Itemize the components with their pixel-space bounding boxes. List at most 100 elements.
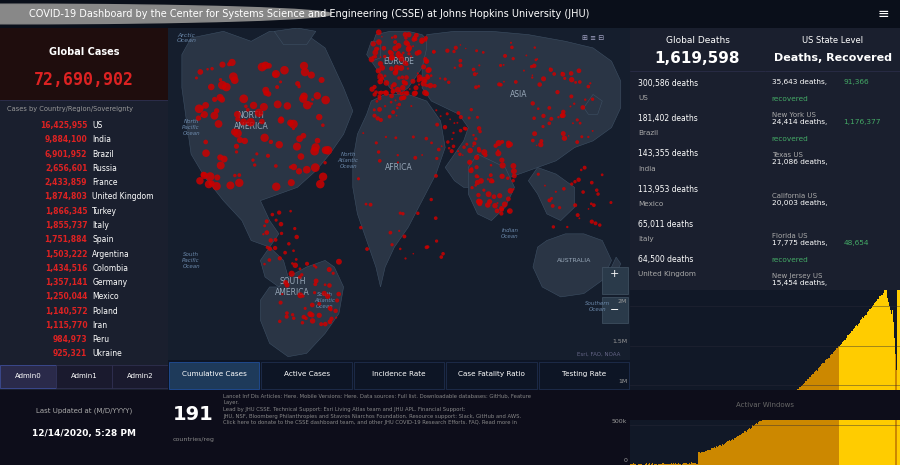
Bar [806,381,807,465]
Point [526,100,540,107]
Point [388,66,402,73]
Bar [726,442,727,465]
Point [400,40,415,48]
Point [412,73,427,81]
Point [400,60,414,68]
Bar [768,416,769,465]
Point [453,151,467,158]
Point [252,109,266,117]
Point [373,73,387,80]
Text: France: France [638,307,662,313]
Point [237,118,251,126]
Point [275,291,290,298]
Bar [827,359,828,465]
Point [544,115,559,123]
Point [207,112,221,120]
Point [398,60,412,67]
Point [450,119,464,126]
Point [237,95,251,102]
Point [451,109,465,117]
Point [438,75,453,83]
Bar [751,428,752,465]
Bar [670,464,671,465]
Point [373,93,387,100]
Point [459,125,473,133]
Point [392,49,406,56]
Point [274,115,288,123]
Bar [446,361,536,388]
Point [308,164,322,171]
Point [587,201,601,209]
Point [576,104,590,111]
Bar [669,464,670,465]
Point [404,53,419,60]
Point [498,200,512,208]
Bar [722,445,723,465]
Point [434,113,448,120]
Bar [695,463,696,465]
Text: Spain: Spain [93,235,114,244]
Bar [679,464,680,465]
Bar [667,464,668,465]
Point [225,59,239,66]
Bar [635,464,636,465]
Point [189,74,203,82]
Bar [735,437,736,465]
Point [441,138,455,146]
Bar [847,338,848,465]
Point [286,163,301,171]
Bar [779,405,780,465]
Text: Global Deaths: Global Deaths [673,377,722,383]
Text: Colombia: Colombia [93,264,129,273]
Point [404,102,419,110]
Text: Indian
Ocean: Indian Ocean [501,228,518,239]
Polygon shape [584,94,602,114]
Bar [645,464,646,465]
Point [454,127,468,134]
Text: ►: ► [753,376,760,385]
Point [555,112,570,120]
Bar [799,387,800,465]
Point [472,128,487,135]
Bar [828,358,829,465]
Bar [867,312,868,465]
Point [494,205,508,212]
Bar [713,448,714,465]
Bar [855,326,856,465]
Point [368,49,382,56]
Bar [772,412,773,465]
Point [472,125,486,132]
Point [257,222,272,230]
Point [297,62,311,70]
Bar [747,430,748,465]
Bar [787,399,788,465]
Text: Italy: Italy [93,221,109,230]
Point [354,224,368,232]
Bar [883,293,884,465]
Point [388,38,402,46]
Point [296,292,310,300]
Text: −: − [610,305,619,315]
Point [399,255,413,262]
Bar [754,425,755,465]
Point [388,69,402,77]
Point [292,167,306,175]
Text: Global Deaths: Global Deaths [666,36,729,45]
Point [418,34,433,42]
Point [556,112,571,119]
Point [365,56,380,63]
Bar [795,392,796,465]
Bar [718,446,719,465]
Point [287,225,302,232]
Point [463,147,477,154]
Point [428,214,443,222]
Point [390,64,404,71]
Bar [775,409,776,465]
Text: New Jersey US: New Jersey US [772,273,822,279]
Text: 1,115,770: 1,115,770 [45,321,87,330]
Bar [808,379,809,465]
Point [546,223,561,231]
Point [268,71,283,79]
Polygon shape [468,154,515,220]
Point [369,45,383,53]
